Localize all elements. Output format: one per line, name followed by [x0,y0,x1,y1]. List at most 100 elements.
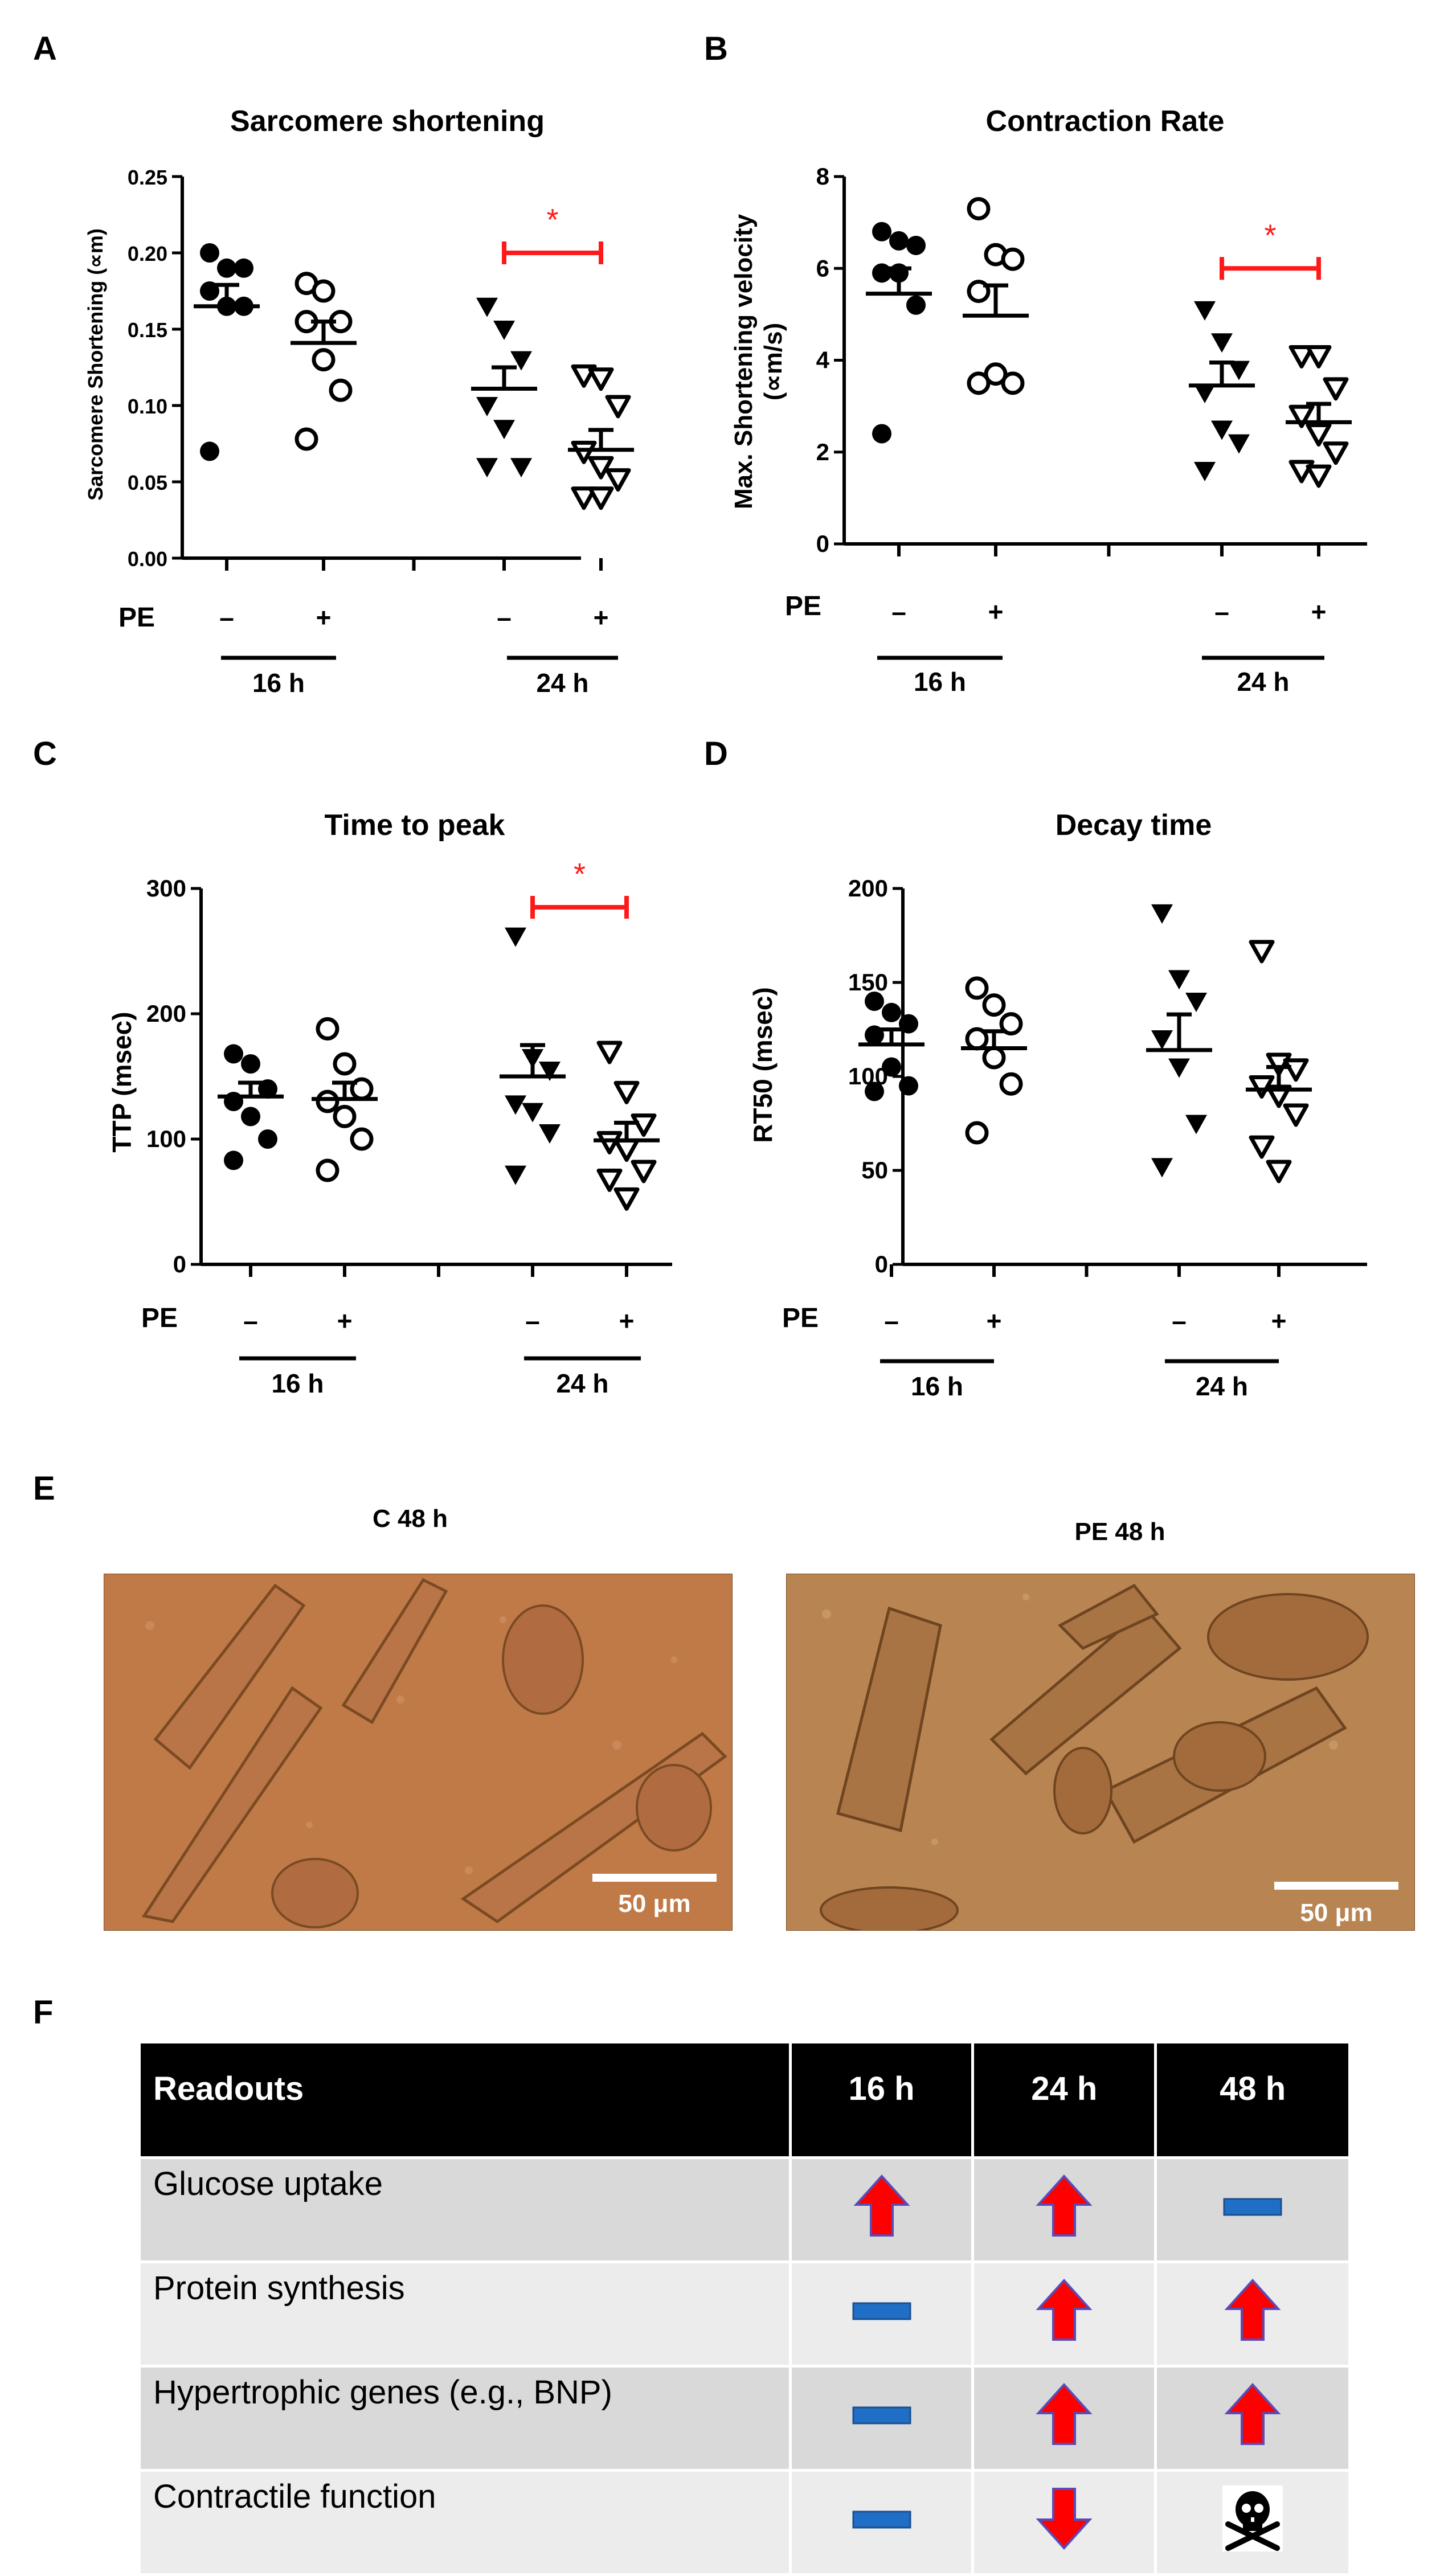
pe-sign: + [316,603,332,632]
scatter-charts: Sarcomere shortening Sarcomere Shortening… [84,105,1367,1401]
chart-title: Contraction Rate [986,105,1225,138]
pe-sign: – [243,1306,258,1336]
pe-sign: + [987,1306,1002,1336]
table-row: Protein synthesis [141,2263,1348,2365]
data-point [1288,404,1315,428]
data-point [505,1095,526,1115]
indicator-cell [1157,2159,1348,2260]
pe-sign: – [219,603,234,632]
data-point [882,1057,901,1077]
skull-crossbones-icon [1222,2485,1283,2552]
dash-icon [852,2302,911,2320]
table-row: Hypertrophic genes (e.g., BNP) [141,2368,1348,2469]
indicator-cell [791,2159,972,2260]
group-label: 16 h [914,667,966,697]
y-tick-label: 2 [816,439,829,465]
data-point [476,297,498,317]
data-point [1168,1058,1190,1078]
pe-sign: + [619,1306,635,1336]
data-point [872,222,891,241]
arrow-shape [1036,2279,1093,2341]
pe-label: PE [785,591,821,621]
data-point [596,1041,623,1064]
chart-title: Decay time [1056,809,1212,842]
data-point [865,992,884,1011]
data-point [224,1150,243,1170]
data-point [258,1129,277,1149]
arrow-shape [1036,2488,1093,2550]
arrow-shape [1036,2383,1093,2445]
pe-sign: – [1172,1306,1187,1336]
indicator-cell [1157,2263,1348,2365]
chart-title: Sarcomere shortening [230,105,545,138]
data-point [1001,371,1025,395]
data-point [982,1046,1006,1070]
data-point [1249,940,1275,964]
panel-letter-f: F [33,1994,54,2031]
data-point [613,1138,640,1162]
arrow-up-icon [1036,2279,1093,2341]
panel-letter-e: E [33,1470,55,1507]
arrow-shape [853,2174,910,2237]
group-label: 24 h [1237,667,1289,697]
data-point [312,279,336,303]
dash-shape [852,2406,911,2425]
header-16h: 16 h [791,2043,972,2156]
data-point [350,1127,374,1151]
group-label: 16 h [271,1369,324,1398]
data-point [1228,434,1250,454]
group-label: 24 h [556,1369,608,1398]
indicator-cell [974,2263,1155,2365]
data-point [631,1113,657,1137]
data-point [316,1017,339,1041]
indicator-cell [1157,2368,1348,2469]
data-point [1168,970,1190,990]
dash-shape [852,2511,911,2529]
data-point [493,321,515,340]
group-label: 16 h [252,668,305,698]
significance-label: * [1264,218,1276,252]
data-point [1228,361,1250,380]
data-point [539,1062,561,1081]
row-label: Glucose uptake [141,2159,789,2260]
data-point [294,427,318,451]
significance-label: * [574,857,586,891]
table-row: Contractile function [141,2472,1348,2573]
scale-bar-control [592,1874,717,1882]
data-point [1249,1135,1275,1159]
data-point [605,468,631,492]
panel-letter-a: A [33,30,57,67]
arrow-up-icon [1224,2279,1281,2341]
pe-sign: – [525,1306,540,1336]
data-point [967,196,991,220]
data-point [1194,301,1216,321]
data-point [1151,1158,1173,1178]
scale-label-pe: 50 μm [1300,1899,1373,1927]
pe-sign: – [497,603,512,632]
y-tick-label: 0.20 [128,242,167,265]
data-point [1185,1115,1207,1135]
micrograph-pe [786,1574,1415,1931]
data-point [1306,345,1332,368]
group-label: 24 h [536,668,588,698]
data-point [899,1076,918,1096]
data-point [1001,247,1025,271]
data-point [224,1044,243,1064]
data-point [200,243,219,263]
y-tick-label: 300 [146,875,186,902]
y-tick-label: 0.25 [128,166,167,189]
pe-sign: + [1311,597,1327,626]
data-point [571,486,597,510]
pe-sign: + [594,603,609,632]
data-point [1306,464,1332,488]
pe-sign: – [884,1306,899,1336]
data-point [965,976,989,1000]
data-point [571,440,597,464]
data-point [200,441,219,461]
y-tick-label: 0.10 [128,395,167,418]
dash-icon [1223,2198,1282,2216]
indicator-cell [791,2263,972,2365]
data-point [605,395,631,419]
table-header-row: Readouts 16 h 24 h 48 h [141,2043,1348,2156]
y-axis-label: Max. Shortening velocity [730,214,758,509]
